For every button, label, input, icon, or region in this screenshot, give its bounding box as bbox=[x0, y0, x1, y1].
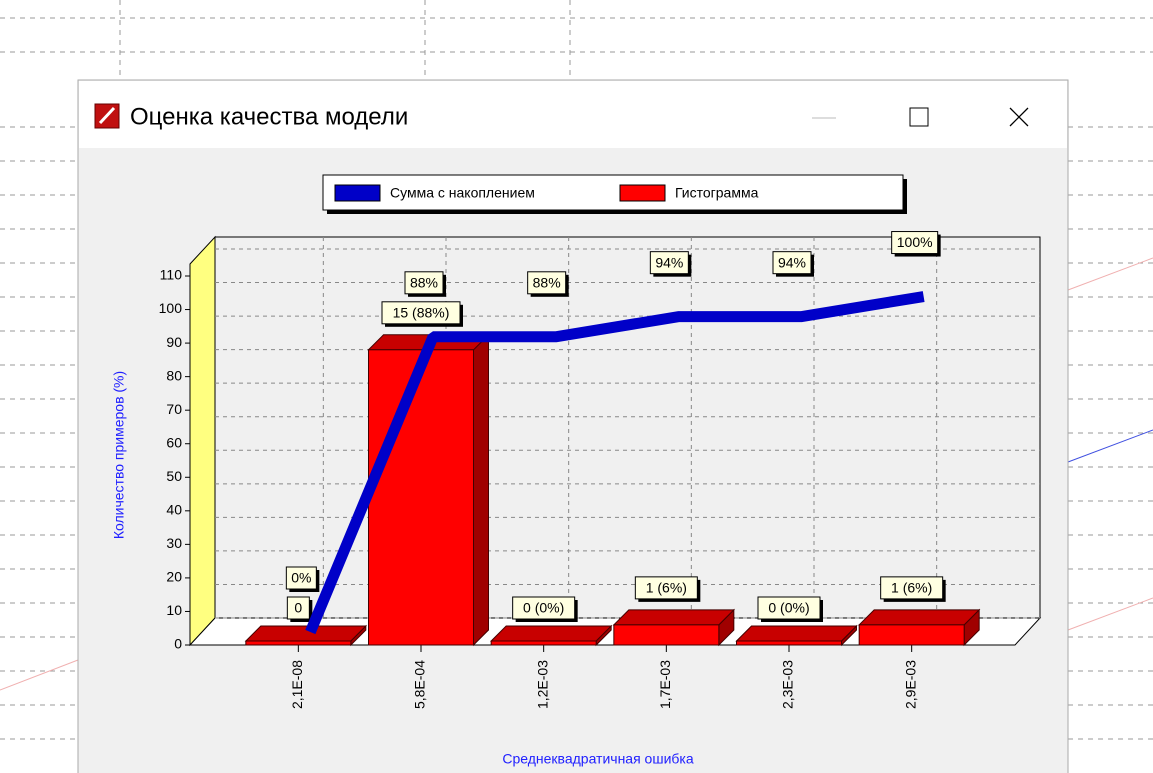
bar bbox=[368, 349, 474, 646]
value-label-box bbox=[527, 271, 567, 295]
x-tick-label: 2,9E-03 bbox=[902, 660, 918, 709]
value-label-box bbox=[404, 271, 444, 295]
value-label-box bbox=[649, 251, 689, 275]
legend bbox=[322, 174, 904, 211]
value-label: 88% bbox=[410, 275, 438, 291]
y-tick-label: 80 bbox=[166, 367, 182, 383]
title-bar bbox=[79, 81, 1067, 148]
value-label-box bbox=[757, 596, 821, 620]
bar-top bbox=[244, 625, 368, 642]
legend-label: Гистограмма bbox=[675, 185, 759, 201]
value-label: 1 (6%) bbox=[646, 580, 687, 596]
cumulative-line bbox=[305, 291, 925, 635]
value-label-box bbox=[512, 596, 576, 620]
bar-top bbox=[735, 625, 858, 642]
value-label: 88% bbox=[533, 275, 561, 291]
bar bbox=[858, 624, 965, 646]
x-tick-label: 1,2E-03 bbox=[534, 660, 550, 709]
bar bbox=[490, 640, 597, 646]
value-label: 0 bbox=[294, 600, 302, 616]
legend-swatch bbox=[619, 184, 666, 202]
value-label: 1 (6%) bbox=[891, 580, 932, 596]
x-axis-label: Среднеквадратичная ошибка bbox=[502, 751, 693, 767]
app-icon-glyph bbox=[98, 106, 116, 125]
value-label: 0 (0%) bbox=[523, 600, 564, 616]
background-line bbox=[1067, 257, 1153, 291]
bar-top bbox=[612, 609, 736, 626]
value-label-box bbox=[880, 576, 944, 600]
y-tick-label: 0 bbox=[174, 636, 182, 652]
value-label-box bbox=[285, 566, 317, 590]
value-label: 94% bbox=[655, 254, 683, 270]
bar bbox=[736, 640, 842, 646]
value-label-box bbox=[286, 596, 310, 620]
bar-top bbox=[489, 625, 613, 642]
y-tick-label: 20 bbox=[166, 569, 182, 585]
bar bbox=[245, 640, 352, 646]
y-tick-label: 40 bbox=[166, 502, 182, 518]
window-title: Оценка качества модели bbox=[130, 103, 408, 130]
x-tick-label: 1,7E-03 bbox=[657, 660, 673, 709]
value-label-box bbox=[381, 301, 461, 325]
x-tick-label: 5,8E-04 bbox=[412, 660, 428, 709]
value-label-box bbox=[772, 251, 812, 275]
value-label: 0 (0%) bbox=[768, 600, 809, 616]
x-tick-label: 2,1E-08 bbox=[289, 660, 305, 709]
left-wall bbox=[189, 235, 216, 647]
maximize-button[interactable] bbox=[909, 107, 929, 127]
bar-top bbox=[857, 609, 981, 626]
legend-swatch bbox=[334, 184, 381, 202]
y-tick-label: 60 bbox=[166, 434, 182, 450]
close-button[interactable] bbox=[1009, 107, 1029, 127]
y-tick-label: 50 bbox=[166, 468, 182, 484]
value-label: 94% bbox=[778, 254, 806, 270]
y-tick-label: 70 bbox=[166, 401, 182, 417]
bar-side bbox=[473, 333, 489, 647]
x-tick-label: 2,3E-03 bbox=[780, 660, 796, 709]
background-line bbox=[1067, 429, 1153, 463]
value-label: 0% bbox=[291, 570, 311, 586]
y-axis-label: Количество примеров (%) bbox=[111, 371, 127, 539]
y-tick-label: 90 bbox=[166, 334, 182, 350]
background-grid bbox=[0, 0, 1153, 740]
background-line bbox=[1067, 597, 1153, 631]
legend-label: Сумма с накоплением bbox=[390, 185, 535, 201]
y-tick-label: 30 bbox=[166, 535, 182, 551]
value-label: 15 (88%) bbox=[393, 305, 450, 321]
value-label-box bbox=[634, 576, 698, 600]
background-line bbox=[0, 659, 79, 691]
y-tick-label: 10 bbox=[166, 602, 182, 618]
bar bbox=[613, 624, 720, 646]
y-tick-label: 100 bbox=[159, 300, 183, 316]
y-tick-label: 110 bbox=[160, 267, 183, 283]
value-label-box bbox=[891, 231, 939, 255]
value-label: 100% bbox=[897, 234, 933, 250]
